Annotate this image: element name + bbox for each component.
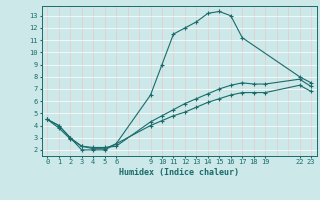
X-axis label: Humidex (Indice chaleur): Humidex (Indice chaleur) bbox=[119, 168, 239, 177]
